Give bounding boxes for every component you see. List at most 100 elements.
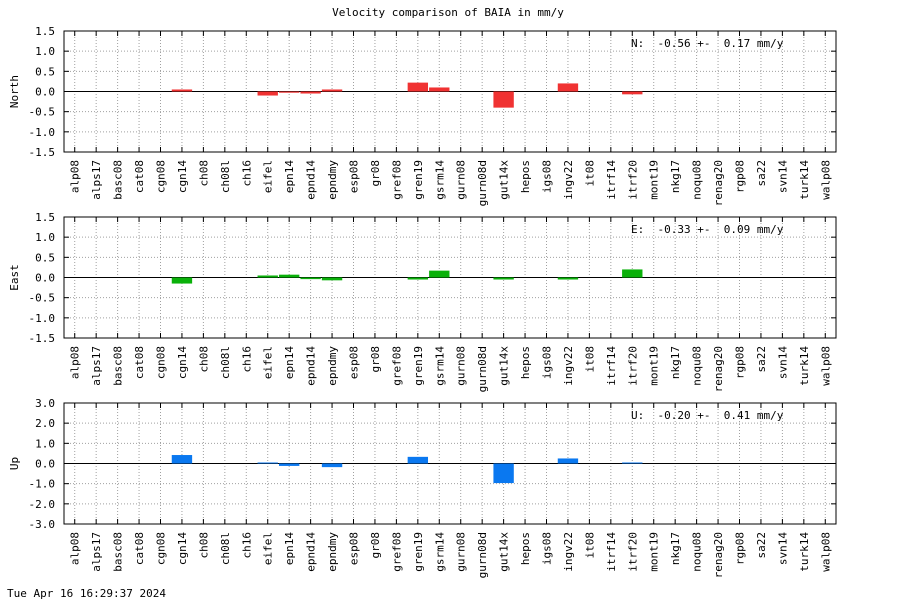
- panel-up: -3.0 -2.0 -1.0 0.0 1.0 2.0 3.0 alp08 alps17 basc0…: [8, 397, 837, 578]
- x-tick-label-epnd14: epnd14: [305, 160, 318, 200]
- y-tick-label: 0.5: [35, 65, 55, 78]
- x-tick-label-alp08: alp08: [69, 346, 82, 379]
- x-tick-label-rgp08: rgp08: [734, 160, 747, 193]
- x-tick-label-itrf20: itrf20: [626, 160, 639, 200]
- x-tick-label-svn14: svn14: [776, 532, 789, 565]
- x-tick-label-gren19: gren19: [412, 346, 425, 386]
- y-tick-label: 0.0: [35, 272, 55, 285]
- x-tick-label-noqu08: noqu08: [691, 532, 704, 572]
- y-tick-label: -0.5: [29, 106, 56, 119]
- x-tick-label-ingv22: ingv22: [562, 532, 575, 572]
- x-tick-label-mont19: mont19: [648, 532, 661, 572]
- x-tick-label-gut14x: gut14x: [498, 160, 511, 200]
- bar-gren19: [407, 82, 429, 92]
- x-tick-label-eifel: eifel: [262, 346, 275, 379]
- x-tick-label-gurn08: gurn08: [455, 160, 468, 200]
- chart-title: Velocity comparison of BAIA in mm/y: [332, 6, 564, 19]
- x-tick-label-turk14: turk14: [798, 532, 811, 572]
- x-tick-label-hepos: hepos: [519, 160, 532, 193]
- x-tick-label-eifel: eifel: [262, 160, 275, 193]
- x-tick-label-nkg17: nkg17: [669, 160, 682, 193]
- x-tick-label-epndmy: epndmy: [326, 160, 339, 200]
- x-tick-label-gr08: gr08: [369, 532, 382, 559]
- x-tick-label-basc08: basc08: [112, 346, 125, 386]
- y-tick-label: 0.0: [35, 86, 55, 99]
- x-tick-label-epn14: epn14: [283, 160, 296, 193]
- x-tick-label-gurn08d: gurn08d: [476, 160, 489, 206]
- y-tick-label: 3.0: [35, 397, 55, 410]
- x-tick-label-esp08: esp08: [348, 160, 361, 193]
- y-tick-label: -1.5: [29, 332, 56, 345]
- x-tick-label-igs08: igs08: [541, 346, 554, 379]
- x-tick-label-igs08: igs08: [541, 532, 554, 565]
- x-tick-label-nkg17: nkg17: [669, 532, 682, 565]
- x-tick-label-mont19: mont19: [648, 346, 661, 386]
- x-tick-label-walp08: walp08: [819, 160, 832, 200]
- x-tick-label-alp08: alp08: [69, 160, 82, 193]
- bar-epndmy: [321, 277, 343, 281]
- x-tick-label-itrf20: itrf20: [626, 532, 639, 572]
- x-tick-label-gurn08: gurn08: [455, 346, 468, 386]
- x-tick-label-ingv22: ingv22: [562, 160, 575, 200]
- x-tick-label-ch08l: ch08l: [219, 160, 232, 193]
- x-tick-label-gurn08: gurn08: [455, 532, 468, 572]
- x-tick-label-sa22: sa22: [755, 532, 768, 559]
- x-tick-label-cat08: cat08: [133, 346, 146, 379]
- x-tick-label-epn14: epn14: [283, 346, 296, 379]
- y-tick-label: 1.5: [35, 25, 55, 38]
- x-tick-label-svn14: svn14: [776, 160, 789, 193]
- bar-ingv22: [557, 277, 579, 280]
- x-tick-label-ingv22: ingv22: [562, 346, 575, 386]
- x-tick-label-gut14x: gut14x: [498, 532, 511, 572]
- x-tick-label-gref08: gref08: [390, 532, 403, 572]
- x-tick-label-itrf14: itrf14: [605, 346, 618, 386]
- x-tick-label-hepos: hepos: [519, 532, 532, 565]
- x-tick-label-turk14: turk14: [798, 346, 811, 386]
- y-tick-label: 0.5: [35, 251, 55, 264]
- bar-epn14: [278, 463, 300, 466]
- x-tick-label-ch08l: ch08l: [219, 346, 232, 379]
- x-tick-label-ch08: ch08: [197, 532, 210, 559]
- x-tick-label-sa22: sa22: [755, 160, 768, 187]
- x-tick-label-ch08l: ch08l: [219, 532, 232, 565]
- y-tick-label: 2.0: [35, 417, 55, 430]
- x-tick-label-alps17: alps17: [90, 160, 103, 200]
- x-tick-label-renag20: renag20: [712, 160, 725, 206]
- y-axis-label: North: [8, 75, 21, 108]
- x-tick-label-ch08: ch08: [197, 346, 210, 373]
- bar-gsrm14: [429, 87, 450, 92]
- stat-annotation: E: -0.33 +- 0.09 mm/y: [631, 223, 784, 236]
- bar-eifel: [257, 91, 278, 96]
- y-tick-label: -3.0: [29, 518, 56, 531]
- y-tick-label: -1.0: [29, 312, 56, 325]
- bar-cgn14: [171, 89, 193, 92]
- x-tick-label-rgp08: rgp08: [734, 532, 747, 565]
- y-tick-label: 1.0: [35, 231, 55, 244]
- x-tick-label-gut14x: gut14x: [498, 346, 511, 386]
- x-tick-label-gsrm14: gsrm14: [433, 346, 446, 386]
- bar-gren19: [407, 277, 429, 280]
- x-tick-label-cgn08: cgn08: [155, 160, 168, 193]
- bar-itrf20: [622, 91, 643, 95]
- bar-epn14: [278, 91, 300, 93]
- x-tick-label-gren19: gren19: [412, 532, 425, 572]
- x-tick-label-esp08: esp08: [348, 532, 361, 565]
- x-tick-label-ch16: ch16: [240, 346, 253, 373]
- y-axis-label: East: [8, 264, 21, 291]
- y-tick-label: -1.5: [29, 146, 56, 159]
- bar-cgn14: [171, 277, 193, 284]
- y-tick-label: 1.0: [35, 437, 55, 450]
- x-tick-label-itrf14: itrf14: [605, 160, 618, 200]
- x-tick-label-epndmy: epndmy: [326, 532, 339, 572]
- x-tick-label-it08: it08: [583, 160, 596, 187]
- x-tick-label-epnd14: epnd14: [305, 346, 318, 386]
- bar-gsrm14: [429, 270, 450, 278]
- timestamp-label: Tue Apr 16 16:29:37 2024: [7, 587, 166, 600]
- x-tick-label-basc08: basc08: [112, 532, 125, 572]
- x-tick-label-renag20: renag20: [712, 532, 725, 578]
- bar-gut14x: [493, 463, 514, 484]
- x-tick-label-noqu08: noqu08: [691, 346, 704, 386]
- x-tick-label-ch16: ch16: [240, 160, 253, 187]
- x-tick-label-cgn14: cgn14: [176, 160, 189, 193]
- x-tick-label-gref08: gref08: [390, 346, 403, 386]
